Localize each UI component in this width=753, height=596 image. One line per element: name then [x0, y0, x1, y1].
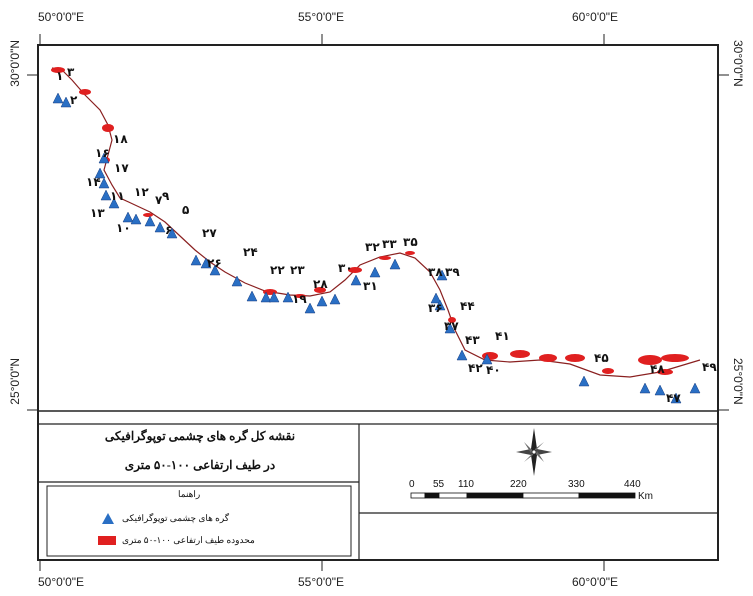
point-label: ۴۲ — [468, 361, 483, 375]
graticule-ticks — [27, 34, 729, 571]
map-frame — [37, 44, 719, 561]
point-label: ۳۵ — [403, 235, 418, 249]
scale-number: 440 — [624, 479, 641, 490]
scale-number: 330 — [568, 479, 585, 490]
point-label-group: ۱ ۳ ۲ ۱۸ ۱۶ ۱۴ ۱۷ ۱۱ ۱۲ ۱۳ ۷ ۹ ۱۰ ۵ ۶ ۲۷… — [56, 65, 717, 405]
point-label: ۳۶ — [428, 301, 443, 315]
point-label: ۳۷ — [444, 319, 459, 333]
map-title-line1: نقشه کل گره های چشمی توپوگرافیکی — [104, 429, 296, 443]
point-label: ۱۶ — [95, 146, 110, 160]
north-arrow-icon — [516, 428, 552, 476]
top-coord-55e: 55°0'0"E — [298, 10, 345, 24]
point-label: ۱۰ — [116, 221, 131, 235]
legend-zone-label: محدوده طیف ارتفاعی ۱۰۰-۵۰ متری — [122, 535, 255, 545]
point-label: ۲۶ — [207, 256, 222, 270]
scale-unit: Km — [638, 491, 653, 502]
point-label: ۴۱ — [495, 329, 510, 343]
scale-bar — [410, 492, 636, 499]
point-label: ۲۲ — [270, 263, 285, 277]
scale-number: 0 — [409, 479, 415, 490]
scale-number: 110 — [458, 479, 474, 490]
point-label: ۱۴ — [86, 175, 101, 189]
point-label: ۹ — [162, 189, 170, 203]
right-coord-25n: 25°0'0"N — [731, 358, 745, 405]
top-coord-60e: 60°0'0"E — [572, 10, 619, 24]
point-label: ۴۰ — [486, 363, 501, 377]
legend-triangle-label: گره های چشمی توپوگرافیکی — [122, 513, 230, 523]
point-label: ۱۱ — [110, 189, 125, 203]
point-label: ۳۱ — [363, 279, 378, 293]
point-label: ۴۴ — [460, 299, 475, 313]
bottom-coord-50e: 50°0'0"E — [38, 575, 85, 589]
point-label: ۲۸ — [313, 277, 328, 291]
point-label: ۳۳ — [382, 237, 397, 251]
point-label: ۴۹ — [702, 360, 717, 374]
point-label: ۲۷ — [202, 226, 217, 240]
point-label: ۱۹ — [292, 292, 307, 306]
map-title-line2: در طیف ارتفاعی ۱۰۰-۵۰ متری — [124, 458, 276, 472]
point-label: ۳۲ — [365, 240, 380, 254]
point-label: ۱۸ — [113, 132, 128, 146]
point-label: ۲۴ — [243, 245, 258, 259]
coastline-path — [51, 67, 701, 378]
topographic-node-triangles — [52, 92, 701, 404]
top-coord-50e: 50°0'0"E — [38, 10, 85, 24]
legend-triangle-icon — [102, 513, 114, 524]
point-label: ۷ — [155, 193, 163, 207]
panel-dividers — [38, 423, 719, 561]
right-coord-30n: 30°0'0"N — [731, 40, 745, 87]
bottom-coord-60e: 60°0'0"E — [572, 575, 619, 589]
legend-heading: راهنما — [178, 489, 201, 499]
scale-number: 220 — [510, 479, 527, 490]
point-label: ۲۳ — [290, 263, 305, 277]
point-label: ۲ — [70, 93, 78, 107]
point-label: ۳۰ — [338, 261, 353, 275]
point-label: ۱۲ — [134, 185, 149, 199]
point-label: ۱ — [56, 69, 63, 83]
point-label: ۵ — [182, 203, 189, 217]
legend-zone-swatch — [98, 536, 116, 545]
bottom-coord-55e: 55°0'0"E — [298, 575, 345, 589]
point-label: ۴۷ — [666, 391, 681, 405]
point-label: ۳ — [67, 65, 75, 79]
point-label: ۱۷ — [114, 161, 129, 175]
point-label: ۶ — [165, 223, 172, 237]
point-label: ۴۵ — [594, 351, 609, 365]
point-label: ۳۸ — [428, 265, 443, 279]
point-label: ۴۸ — [650, 362, 665, 376]
elevation-zones — [51, 67, 689, 375]
scale-number: 55 — [433, 479, 445, 490]
point-label: ۱۳ — [90, 206, 105, 220]
point-label: ۴۳ — [465, 333, 480, 347]
point-label: ۳۹ — [445, 265, 460, 279]
